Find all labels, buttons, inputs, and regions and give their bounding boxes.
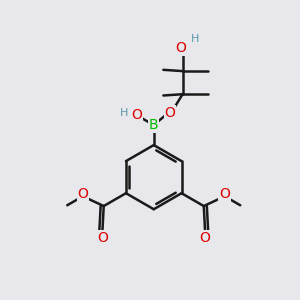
Text: B: B	[149, 118, 159, 132]
Text: O: O	[97, 231, 108, 244]
Text: H: H	[191, 34, 200, 44]
Text: O: O	[175, 41, 186, 55]
Text: O: O	[219, 187, 230, 201]
Text: O: O	[164, 106, 175, 120]
Text: O: O	[77, 187, 88, 201]
Text: H: H	[119, 108, 128, 118]
Text: O: O	[200, 231, 211, 244]
Text: O: O	[132, 108, 142, 122]
